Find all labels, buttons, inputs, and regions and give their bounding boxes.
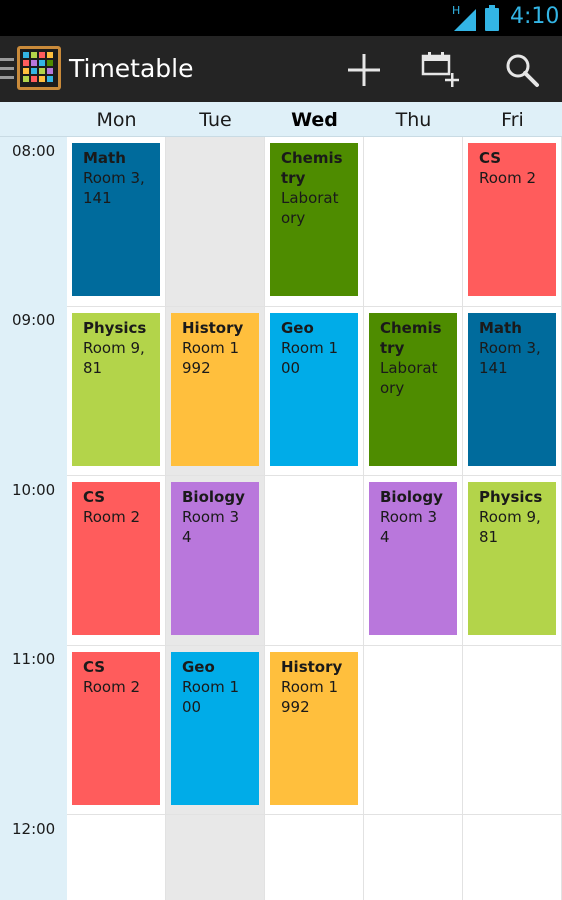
- time-label-0800: 08:00: [12, 142, 56, 160]
- event-room: Room 1992: [182, 339, 240, 377]
- event-room: Room 1992: [281, 678, 339, 716]
- hour-divider: [67, 645, 562, 646]
- event-room: Room 2: [479, 169, 537, 187]
- clock-time: 4:10: [510, 4, 560, 29]
- battery-icon: [484, 5, 500, 35]
- hour-divider: [67, 814, 562, 815]
- event-thu-0900[interactable]: Chemistry Laboratory: [369, 313, 457, 466]
- event-subject: History: [182, 319, 244, 337]
- day-header-fri[interactable]: Fri: [501, 109, 524, 131]
- hour-divider: [67, 306, 562, 307]
- event-mon-1100[interactable]: CS Room 2: [72, 652, 160, 805]
- event-fri-0900[interactable]: Math Room 3,141: [468, 313, 556, 466]
- event-subject: Biology: [182, 488, 245, 506]
- time-label-1100: 11:00: [12, 650, 56, 668]
- event-mon-1000[interactable]: CS Room 2: [72, 482, 160, 635]
- event-subject: Physics: [479, 488, 543, 506]
- day-header-row: Mon Tue Wed Thu Fri: [0, 102, 562, 137]
- event-fri-0800[interactable]: CS Room 2: [468, 143, 556, 296]
- event-room: Room 9,81: [479, 508, 541, 546]
- event-subject: Physics: [83, 319, 147, 337]
- event-subject: CS: [83, 488, 106, 506]
- hour-divider: [67, 475, 562, 476]
- event-room: Laboratory: [281, 189, 339, 227]
- event-subject: CS: [83, 658, 106, 676]
- event-mon-0900[interactable]: Physics Room 9,81: [72, 313, 160, 466]
- time-label-1200: 12:00: [12, 820, 56, 838]
- event-subject: Chemistry: [281, 149, 343, 187]
- event-room: Room 3,141: [83, 169, 145, 207]
- app-title: Timetable: [69, 54, 194, 83]
- timetable-grid: Math Room 3,141 Chemistry Laboratory CS …: [67, 137, 562, 900]
- event-subject: Geo: [281, 319, 314, 337]
- day-header-thu[interactable]: Thu: [395, 109, 432, 131]
- event-thu-1000[interactable]: Biology Room 34: [369, 482, 457, 635]
- event-room: Laboratory: [380, 359, 438, 397]
- event-room: Room 3,141: [479, 339, 541, 377]
- event-wed-0800[interactable]: Chemistry Laboratory: [270, 143, 358, 296]
- day-header-tue[interactable]: Tue: [199, 109, 232, 131]
- day-column-thu[interactable]: [364, 137, 463, 900]
- app-grid-icon[interactable]: [17, 46, 61, 90]
- action-bar: Timetable: [0, 36, 562, 102]
- event-fri-1000[interactable]: Physics Room 9,81: [468, 482, 556, 635]
- event-room: Room 2: [83, 508, 141, 526]
- event-room: Room 2: [83, 678, 141, 696]
- add-button[interactable]: [342, 48, 386, 92]
- search-button[interactable]: [500, 48, 544, 92]
- add-schedule-button[interactable]: [420, 48, 464, 92]
- status-bar: H 4:10: [0, 0, 562, 36]
- day-column-wed[interactable]: [265, 137, 364, 900]
- signal-icon: [452, 9, 476, 35]
- event-tue-1000[interactable]: Biology Room 34: [171, 482, 259, 635]
- event-tue-0900[interactable]: History Room 1992: [171, 313, 259, 466]
- event-subject: Math: [83, 149, 126, 167]
- event-room: Room 34: [380, 508, 438, 546]
- event-room: Room 34: [182, 508, 240, 546]
- day-column-mon[interactable]: [67, 137, 166, 900]
- network-type: H: [452, 4, 461, 17]
- event-subject: Math: [479, 319, 522, 337]
- event-subject: History: [281, 658, 343, 676]
- day-header-wed[interactable]: Wed: [291, 109, 338, 131]
- search-icon: [506, 54, 539, 87]
- event-subject: Geo: [182, 658, 215, 676]
- event-room: Room 100: [182, 678, 240, 716]
- time-label-0900: 09:00: [12, 311, 56, 329]
- add-schedule-icon: [421, 52, 459, 87]
- add-icon: [348, 54, 380, 86]
- time-column: 08:00 09:00 10:00 11:00 12:00: [0, 137, 67, 900]
- day-header-mon[interactable]: Mon: [96, 109, 137, 131]
- time-label-1000: 10:00: [12, 481, 56, 499]
- event-room: Room 9,81: [83, 339, 145, 377]
- event-mon-0800[interactable]: Math Room 3,141: [72, 143, 160, 296]
- menu-icon[interactable]: [0, 58, 14, 84]
- event-room: Room 100: [281, 339, 339, 377]
- event-wed-0900[interactable]: Geo Room 100: [270, 313, 358, 466]
- event-tue-1100[interactable]: Geo Room 100: [171, 652, 259, 805]
- event-subject: CS: [479, 149, 502, 167]
- event-subject: Biology: [380, 488, 443, 506]
- event-wed-1100[interactable]: History Room 1992: [270, 652, 358, 805]
- event-subject: Chemistry: [380, 319, 442, 357]
